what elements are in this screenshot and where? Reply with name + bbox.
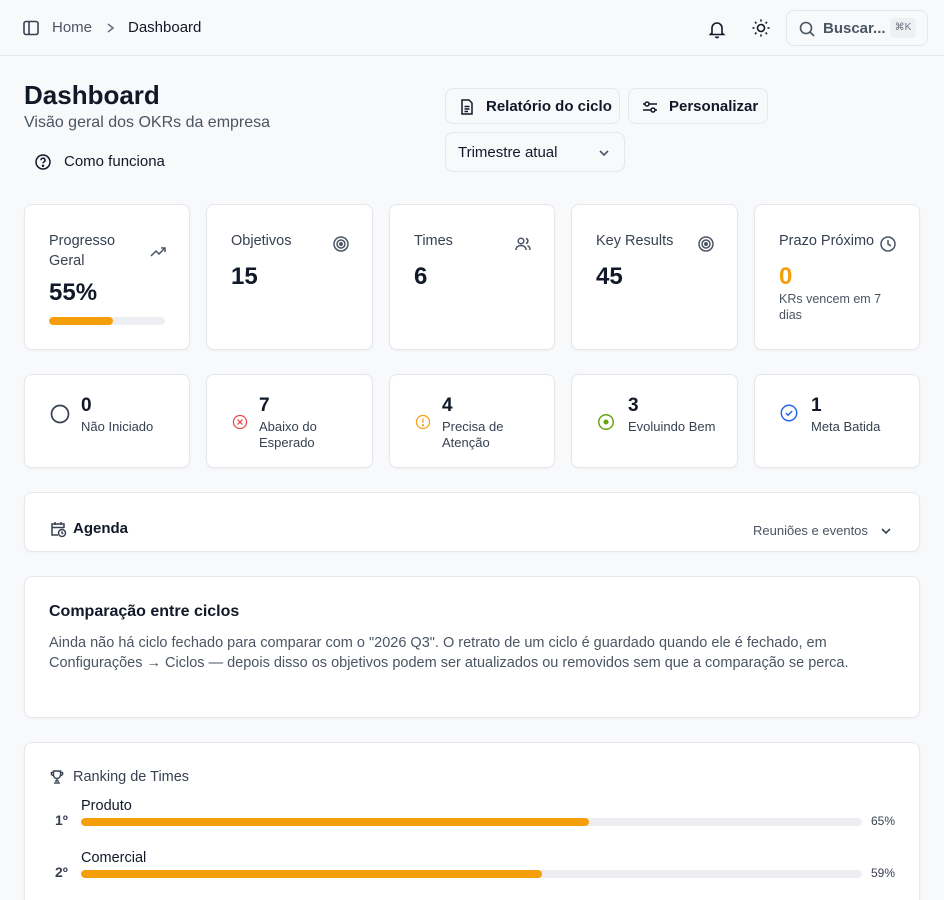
cycle-comparison-card: Comparação entre ciclos Ainda não há cic…: [24, 576, 920, 718]
stat-card-key-results: Key Results 45: [571, 204, 738, 350]
stat-value: 55%: [49, 279, 98, 306]
chevron-down-icon: [881, 528, 891, 535]
status-label: Não Iniciado: [81, 419, 154, 434]
ranking-bar-track: [81, 818, 862, 826]
status-card-goal-achieved[interactable]: 1 Meta Batida: [754, 374, 920, 468]
empty-circle-icon: [50, 404, 70, 424]
ranking-percent: 65%: [871, 814, 896, 828]
stat-value: 0: [779, 263, 793, 290]
page-subtitle: Visão geral dos OKRs da empresa: [24, 114, 271, 131]
breadcrumb-current: Dashboard: [128, 19, 202, 36]
clock-icon: [880, 236, 896, 252]
x-circle-icon: [232, 414, 248, 430]
search-shortcut: ⌘K: [890, 18, 916, 38]
stat-card-objectives: Objetivos 15: [206, 204, 373, 350]
stat-card-teams: Times 6: [389, 204, 555, 350]
ranking-row[interactable]: 1º Produto 65%: [25, 798, 919, 838]
stat-label: Times: [414, 233, 453, 249]
stat-value: 45: [596, 263, 623, 290]
agenda-title: Agenda: [73, 520, 129, 537]
target-icon: [698, 236, 714, 252]
alert-circle-icon: [415, 414, 431, 430]
stat-label: Objetivos: [231, 233, 292, 249]
status-value: 4: [442, 395, 453, 416]
status-value: 3: [628, 395, 639, 416]
sidebar-toggle-icon[interactable]: [21, 18, 41, 38]
cycle-report-button[interactable]: Relatório do ciclo: [445, 88, 620, 124]
ranking-team-name: Comercial: [81, 850, 147, 866]
top-bar: Home Dashboard Buscar... ⌘K: [0, 0, 944, 56]
stat-card-progress: Progresso Geral 55%: [24, 204, 190, 350]
agenda-card: Agenda Reuniões e eventos: [24, 492, 920, 552]
how-it-works-label: Como funciona: [64, 153, 165, 170]
ranking-position: 2º: [55, 864, 68, 880]
status-value: 7: [259, 395, 270, 416]
status-card-needs-attention[interactable]: 4 Precisa de Atenção: [389, 374, 555, 468]
ranking-percent: 59%: [871, 866, 896, 880]
status-card-evolving-well[interactable]: 3 Evoluindo Bem: [571, 374, 738, 468]
calendar-clock-icon: [51, 522, 67, 538]
status-label: Evoluindo Bem: [628, 419, 716, 434]
page-title: Dashboard: [24, 80, 160, 110]
search-label: Buscar...: [823, 20, 886, 37]
progress-bar-track: [49, 317, 165, 325]
agenda-filter-label: Reuniões e eventos: [753, 523, 868, 538]
stat-label: Key Results: [596, 233, 674, 249]
period-select[interactable]: Trimestre atual: [445, 132, 625, 172]
cycle-comparison-text: Ainda não há ciclo fechado para comparar…: [49, 635, 849, 671]
help-circle-icon: [35, 154, 51, 170]
sliders-icon: [643, 101, 657, 113]
chevron-right-icon: [107, 23, 115, 33]
document-icon: [461, 99, 473, 115]
dot-circle-icon: [598, 414, 614, 430]
stat-card-deadline: Prazo Próximo 0 KRs vencem em 7 dias: [754, 204, 920, 350]
customize-button[interactable]: Personalizar: [628, 88, 768, 124]
chevron-down-icon: [599, 150, 609, 157]
status-card-below-expected[interactable]: 7 Abaixo do Esperado: [206, 374, 373, 468]
ranking-bar-track: [81, 870, 862, 878]
cycle-comparison-title: Comparação entre ciclos: [49, 603, 240, 620]
ranking-bar-fill: [81, 818, 589, 826]
status-label: Meta Batida: [811, 419, 881, 434]
stat-note: KRs vencem em 7 dias: [779, 292, 882, 322]
status-label: Precisa de Atenção: [442, 419, 504, 450]
ranking-bar-fill: [81, 870, 542, 878]
customize-label: Personalizar: [669, 98, 759, 115]
trending-up-icon: [150, 247, 166, 257]
stat-label: Prazo Próximo: [779, 233, 875, 249]
status-card-not-started[interactable]: 0 Não Iniciado: [24, 374, 190, 468]
breadcrumb-home[interactable]: Home: [52, 19, 93, 36]
notifications-bell-icon[interactable]: [706, 18, 728, 40]
team-ranking-card: Ranking de Times 1º Produto 65% 2º Comer…: [24, 742, 920, 900]
status-label: Abaixo do Esperado: [259, 419, 317, 450]
cycle-report-label: Relatório do ciclo: [486, 98, 612, 115]
stat-value: 15: [231, 263, 258, 290]
team-ranking-title: Ranking de Times: [73, 769, 190, 785]
users-icon: [515, 237, 531, 251]
stat-value: 6: [414, 263, 428, 290]
status-value: 1: [811, 395, 822, 416]
progress-bar-fill: [49, 317, 113, 325]
ranking-team-name: Produto: [81, 798, 132, 814]
ranking-position: 1º: [55, 812, 68, 828]
period-select-value: Trimestre atual: [458, 144, 558, 161]
search-button[interactable]: Buscar... ⌘K: [786, 10, 928, 46]
status-value: 0: [81, 395, 92, 416]
check-circle-icon: [780, 404, 798, 422]
ranking-row[interactable]: 2º Comercial 59%: [25, 850, 919, 890]
search-icon: [799, 21, 815, 37]
stat-label: Progresso Geral: [49, 233, 116, 269]
sun-theme-toggle-icon[interactable]: [750, 17, 772, 39]
trophy-icon: [50, 770, 64, 784]
target-icon: [333, 236, 349, 252]
